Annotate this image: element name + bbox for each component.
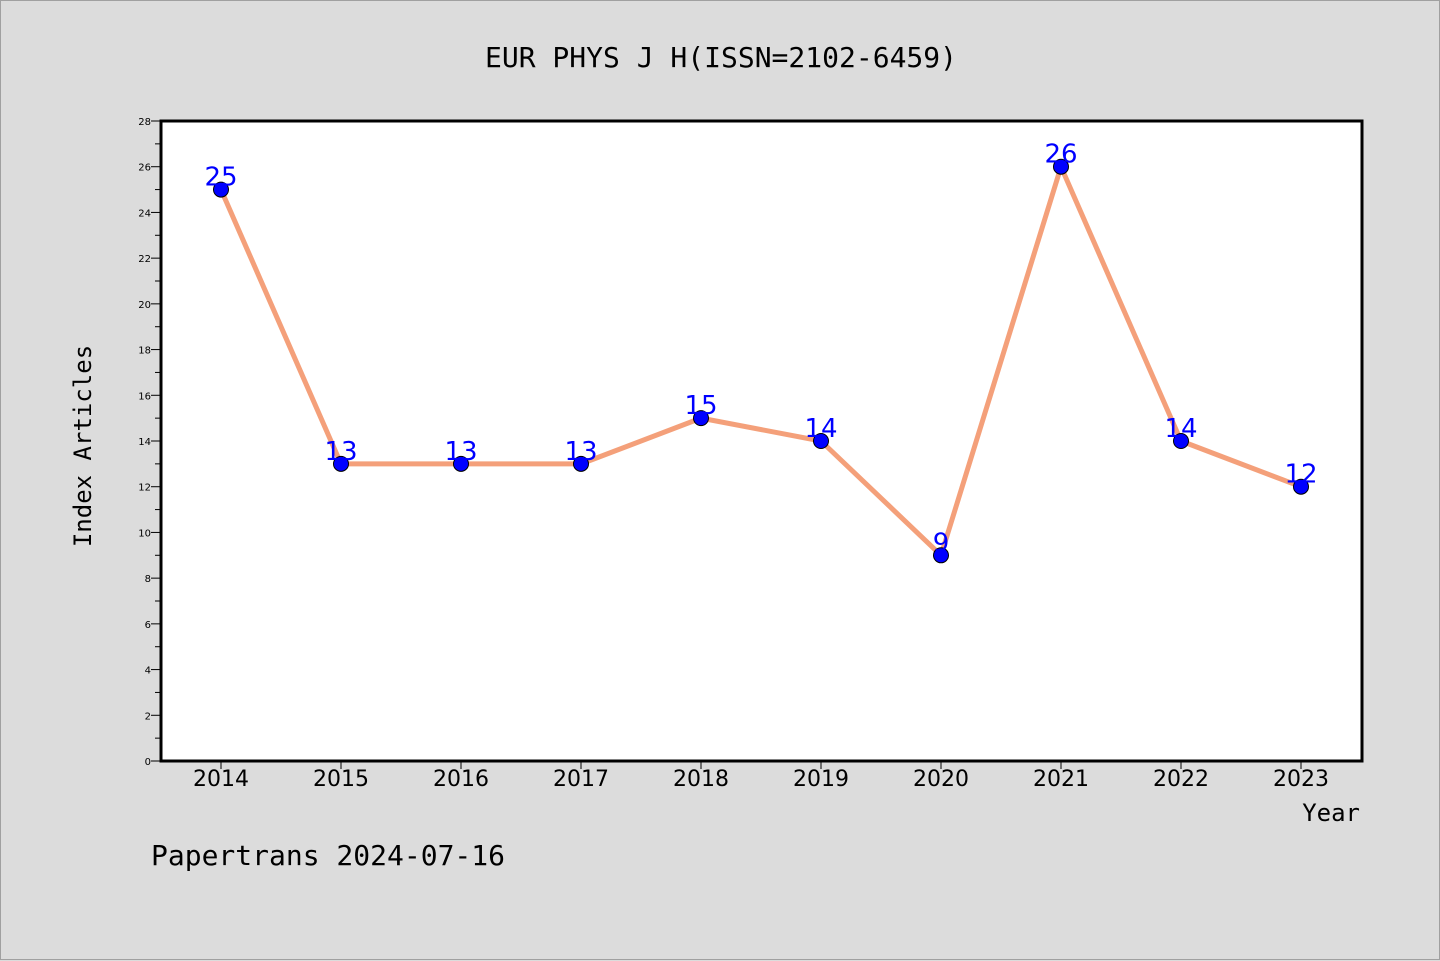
y-tick-label: 12: [138, 483, 151, 494]
data-point: [213, 181, 229, 198]
data-point: [1173, 433, 1189, 449]
y-tick-label: 10: [138, 528, 151, 539]
data-point: [333, 455, 349, 472]
data-label: 13: [324, 437, 357, 467]
y-tick-label: 16: [138, 391, 151, 402]
markers-group: [213, 158, 1309, 564]
data-label: 25: [204, 163, 237, 193]
chart-title: EUR PHYS J H(ISSN=2102-6459): [485, 41, 957, 74]
x-axis: 2014 2015 2016 2017 2018 2019 2020 2021 2022 2023: [193, 761, 1329, 792]
data-label: 13: [444, 437, 477, 467]
x-tick-label: 2017: [553, 767, 609, 792]
data-label: 15: [684, 391, 717, 421]
data-label: 14: [1164, 414, 1197, 444]
y-tick-label: 20: [138, 300, 151, 311]
data-point: [573, 455, 589, 472]
x-tick-label: 2015: [313, 767, 369, 792]
plot-area: [159, 119, 1364, 763]
y-tick-label: 0: [145, 757, 151, 768]
y-axis-label: Index Articles: [69, 345, 97, 547]
y-tick-label: 22: [138, 254, 151, 265]
data-label: 12: [1284, 460, 1317, 490]
series-line: [218, 164, 1302, 558]
y-tick-label: 8: [145, 574, 151, 585]
y-tick-label: 6: [145, 620, 151, 631]
x-tick-label: 2014: [193, 767, 249, 792]
data-label: 13: [564, 437, 597, 467]
y-tick-label: 14: [138, 437, 151, 448]
data-point: [1293, 478, 1309, 495]
y-tick-label: 26: [138, 163, 151, 174]
footer-text: Papertrans 2024-07-16: [151, 839, 505, 872]
x-tick-label: 2016: [433, 767, 489, 792]
y-tick-label: 2: [145, 711, 151, 722]
y-tick-label: 28: [138, 117, 151, 128]
x-axis-label: Year: [1302, 799, 1360, 827]
x-tick-label: 2023: [1273, 767, 1329, 792]
y-tick-label: 4: [145, 666, 151, 677]
x-tick-label: 2018: [673, 767, 729, 792]
data-point: [453, 455, 469, 472]
data-point: [813, 433, 829, 449]
x-tick-label: 2019: [793, 767, 849, 792]
data-labels-group: 25 13 13 13 15 14 9 26 14 12: [204, 140, 1317, 559]
series-line-group: [218, 164, 1302, 558]
y-tick-label: 18: [138, 346, 151, 357]
data-point: [1053, 158, 1069, 175]
data-point: [933, 547, 949, 564]
data-point: [693, 410, 709, 427]
x-tick-label: 2022: [1153, 767, 1209, 792]
data-label: 9: [933, 528, 950, 558]
x-tick-label: 2021: [1033, 767, 1089, 792]
data-label: 14: [804, 414, 837, 444]
x-tick-label: 2020: [913, 767, 969, 792]
data-label: 26: [1044, 140, 1077, 170]
y-tick-label: 24: [138, 208, 151, 219]
